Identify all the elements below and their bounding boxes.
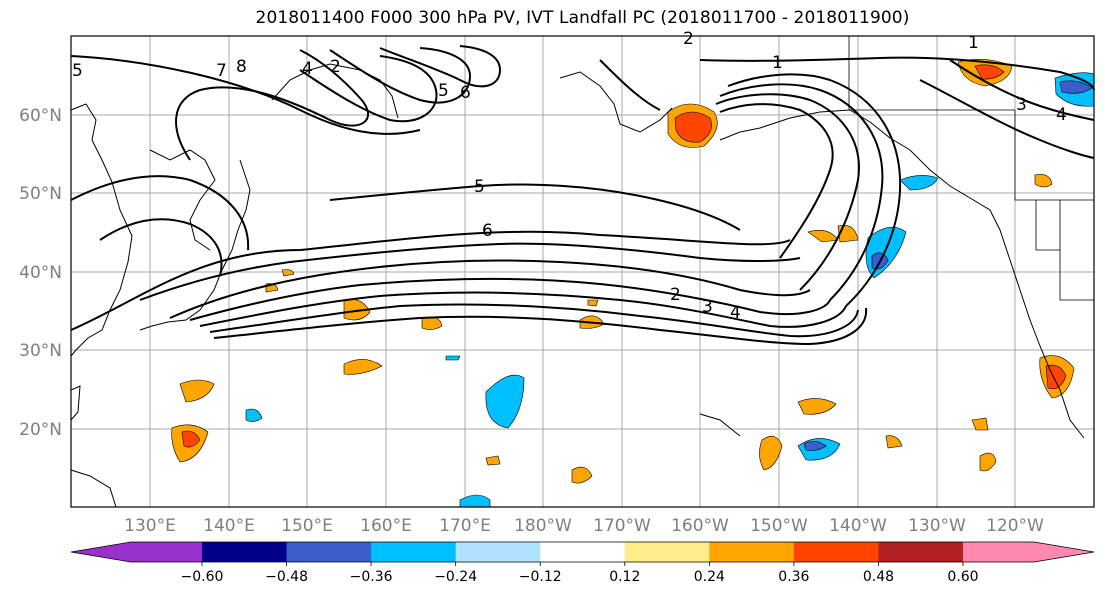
contour-label: 4 xyxy=(1056,105,1067,125)
coastlines xyxy=(70,63,1085,508)
lat-label: 30°N xyxy=(19,341,62,361)
lon-label: 140°E xyxy=(203,516,255,536)
colorbar-segment xyxy=(709,542,795,562)
contour-labels: 1 2 1 5 6 2 3 4 2 4 7 8 5 5 6 4 3 xyxy=(72,29,1067,323)
colorbar-tick-label: −0.48 xyxy=(265,569,308,585)
colorbar-segment xyxy=(202,542,288,562)
contour-label: 2 xyxy=(683,29,694,49)
contour-label: 8 xyxy=(236,57,247,77)
lon-label: 130°E xyxy=(124,516,176,536)
map-title: 2018011400 F000 300 hPa PV, IVT Landfall… xyxy=(255,8,910,28)
contour-label: 1 xyxy=(772,53,783,73)
colorbar-tick-label: −0.24 xyxy=(434,569,477,585)
ivt-shading xyxy=(171,58,1095,508)
contour-label: 1 xyxy=(968,33,979,53)
contour-label: 5 xyxy=(474,177,485,197)
contour-label: 4 xyxy=(302,59,313,79)
contour-label: 6 xyxy=(482,221,493,241)
contour-label: 3 xyxy=(702,297,713,317)
lat-label: 50°N xyxy=(19,184,62,204)
lat-label: 40°N xyxy=(19,263,62,283)
colorbar-segment xyxy=(878,542,964,562)
lon-label: 120°W xyxy=(986,516,1044,536)
colorbar-segment xyxy=(286,542,372,562)
colorbar-tick-label: −0.60 xyxy=(181,569,224,585)
lon-label: 160°W xyxy=(671,516,729,536)
lon-label: 170°E xyxy=(439,516,491,536)
colorbar-segment xyxy=(371,542,457,562)
lat-label: 60°N xyxy=(19,106,62,126)
colorbar-tick-label: 0.48 xyxy=(863,569,894,585)
lat-label: 20°N xyxy=(19,420,62,440)
lon-label: 140°W xyxy=(829,516,887,536)
colorbar-outline xyxy=(70,541,1095,563)
contour-label: 5 xyxy=(438,81,449,101)
lon-label: 180°W xyxy=(514,516,572,536)
contour-label: 5 xyxy=(72,61,83,81)
latitude-labels: 60°N 50°N 40°N 30°N 20°N xyxy=(19,106,62,440)
colorbar-tick-label: 0.24 xyxy=(694,569,725,585)
colorbar-segment xyxy=(624,542,710,562)
contour-label: 2 xyxy=(670,285,681,305)
colorbar-segment xyxy=(963,542,1094,562)
lon-label: 130°W xyxy=(908,516,966,536)
longitude-labels: 130°E 140°E 150°E 160°E 170°E 180°W 170°… xyxy=(124,516,1044,536)
colorbar-tick-label: −0.12 xyxy=(519,569,562,585)
contour-label: 3 xyxy=(1016,95,1027,115)
lon-label: 160°E xyxy=(360,516,412,536)
colorbar: −0.60 −0.48 −0.36 −0.24 −0.12 0.12 0.24 0.36 0.4… xyxy=(70,541,1095,585)
contour-label: 6 xyxy=(460,83,471,103)
colorbar-segment xyxy=(793,542,879,562)
colorbar-segment xyxy=(455,542,541,562)
borders xyxy=(848,36,1094,301)
contour-label: 2 xyxy=(330,57,341,77)
lon-label: 170°W xyxy=(593,516,651,536)
map-frame xyxy=(70,35,1095,508)
colorbar-segment xyxy=(71,542,202,562)
lon-label: 150°W xyxy=(750,516,808,536)
colorbar-tick-label: 0.36 xyxy=(778,569,809,585)
colorbar-tick-label: −0.36 xyxy=(350,569,393,585)
graticule xyxy=(71,36,1094,507)
lon-label: 150°E xyxy=(281,516,333,536)
contour-label: 7 xyxy=(216,61,227,81)
contour-label: 4 xyxy=(730,303,741,323)
colorbar-segment xyxy=(540,542,626,562)
colorbar-tick-label: 0.12 xyxy=(609,569,640,585)
colorbar-tick-label: 0.60 xyxy=(947,569,978,585)
pv-contours xyxy=(70,45,1095,346)
